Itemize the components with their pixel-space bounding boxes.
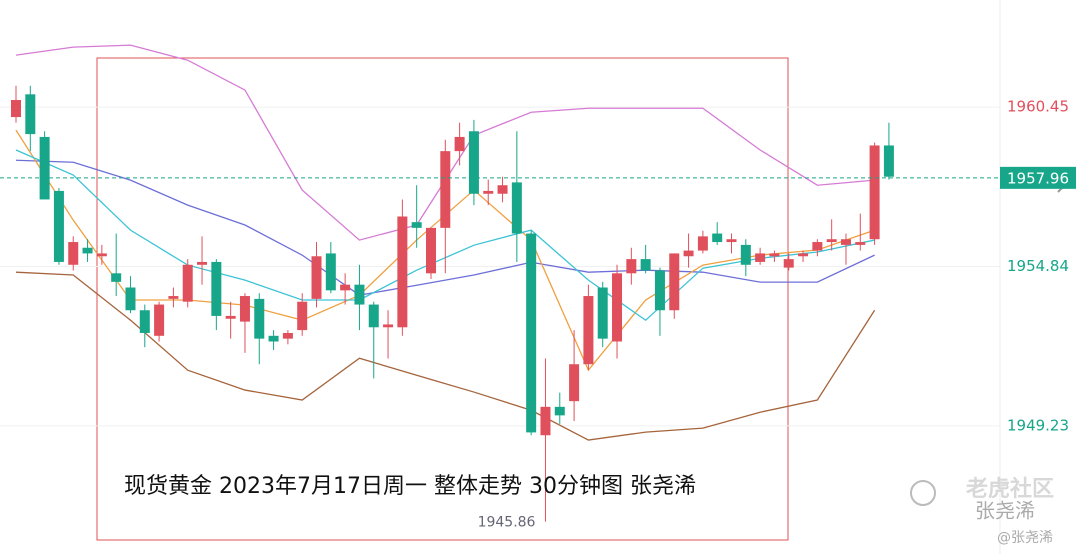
candle-body — [96, 253, 107, 257]
candle-body — [554, 406, 565, 416]
candle-body — [454, 136, 465, 152]
candle-body — [740, 244, 751, 265]
watermark: 张尧浠 — [975, 499, 1035, 523]
candle-body — [11, 100, 21, 118]
candle-body — [397, 216, 408, 328]
candle-body — [25, 94, 36, 135]
candle-body — [182, 264, 193, 302]
candle-body — [483, 190, 494, 194]
candle-body — [139, 310, 150, 333]
candle-body — [883, 145, 894, 177]
candle-body — [440, 151, 451, 228]
watermark: 老虎社区 — [965, 476, 1054, 502]
candle-body — [769, 253, 780, 257]
candle-body — [468, 131, 479, 194]
candle-body — [697, 236, 708, 251]
chart-title: 现货黄金 2023年7月17日周一 整体走势 30分钟图 张尧浠 — [124, 474, 696, 499]
candle-body — [125, 287, 136, 311]
candle-body — [669, 253, 680, 311]
candle-body — [755, 253, 766, 262]
candle-body — [783, 259, 794, 268]
current-price-box — [1000, 166, 1076, 189]
candle-body — [340, 284, 351, 291]
candle-body — [239, 296, 250, 322]
candle-body — [497, 185, 508, 194]
y-tick-label: 1960.45 — [1007, 98, 1069, 116]
candle-body — [511, 182, 522, 234]
candle-body — [354, 284, 365, 305]
candle-body — [297, 301, 308, 331]
candle-body — [597, 287, 608, 339]
candle-body — [197, 261, 208, 265]
candle-body — [826, 239, 837, 243]
candle-body — [53, 190, 64, 262]
candle-body — [225, 315, 236, 319]
plot — [0, 44, 1000, 522]
candle-body — [268, 335, 279, 342]
candle-body — [311, 256, 322, 299]
watermark-icon — [910, 480, 936, 506]
candle-body — [254, 298, 265, 339]
candle-body — [111, 273, 122, 282]
highlight-box — [96, 57, 789, 541]
candle-body — [425, 227, 436, 274]
candle-body — [154, 304, 165, 336]
candle-body — [282, 332, 293, 339]
y-tick-label: 1949.23 — [1007, 416, 1069, 434]
candle-body — [569, 364, 580, 402]
candle-body — [683, 250, 694, 257]
candle-body — [325, 253, 336, 291]
candle-body — [526, 233, 537, 433]
candle-body — [626, 259, 637, 274]
candle-body — [640, 259, 651, 271]
candle-body — [583, 296, 594, 365]
current-price-label: 1957.96 — [1007, 169, 1069, 187]
low-label: 1945.86 — [478, 515, 536, 531]
candle-body — [39, 136, 50, 200]
candle-body — [383, 324, 394, 328]
candle-body — [540, 406, 551, 436]
candle-body — [654, 270, 665, 311]
candle-body — [211, 261, 222, 316]
candle-body — [726, 239, 737, 243]
candle-body — [869, 145, 880, 240]
candle-body — [855, 242, 866, 245]
indicator-line — [15, 159, 875, 296]
candle-body — [168, 296, 179, 299]
candle-body — [840, 239, 851, 245]
candle-body — [368, 304, 379, 328]
indicator-line — [15, 271, 876, 441]
candle-body — [712, 233, 723, 243]
candle-body — [411, 222, 422, 228]
candle-body — [612, 273, 623, 342]
candle-body — [82, 247, 93, 254]
y-tick-label: 1954.84 — [1007, 257, 1069, 275]
watermark: @张尧浠 — [997, 530, 1053, 546]
candle-body — [798, 253, 809, 257]
candle-body — [68, 242, 79, 265]
candle-body — [812, 242, 823, 251]
